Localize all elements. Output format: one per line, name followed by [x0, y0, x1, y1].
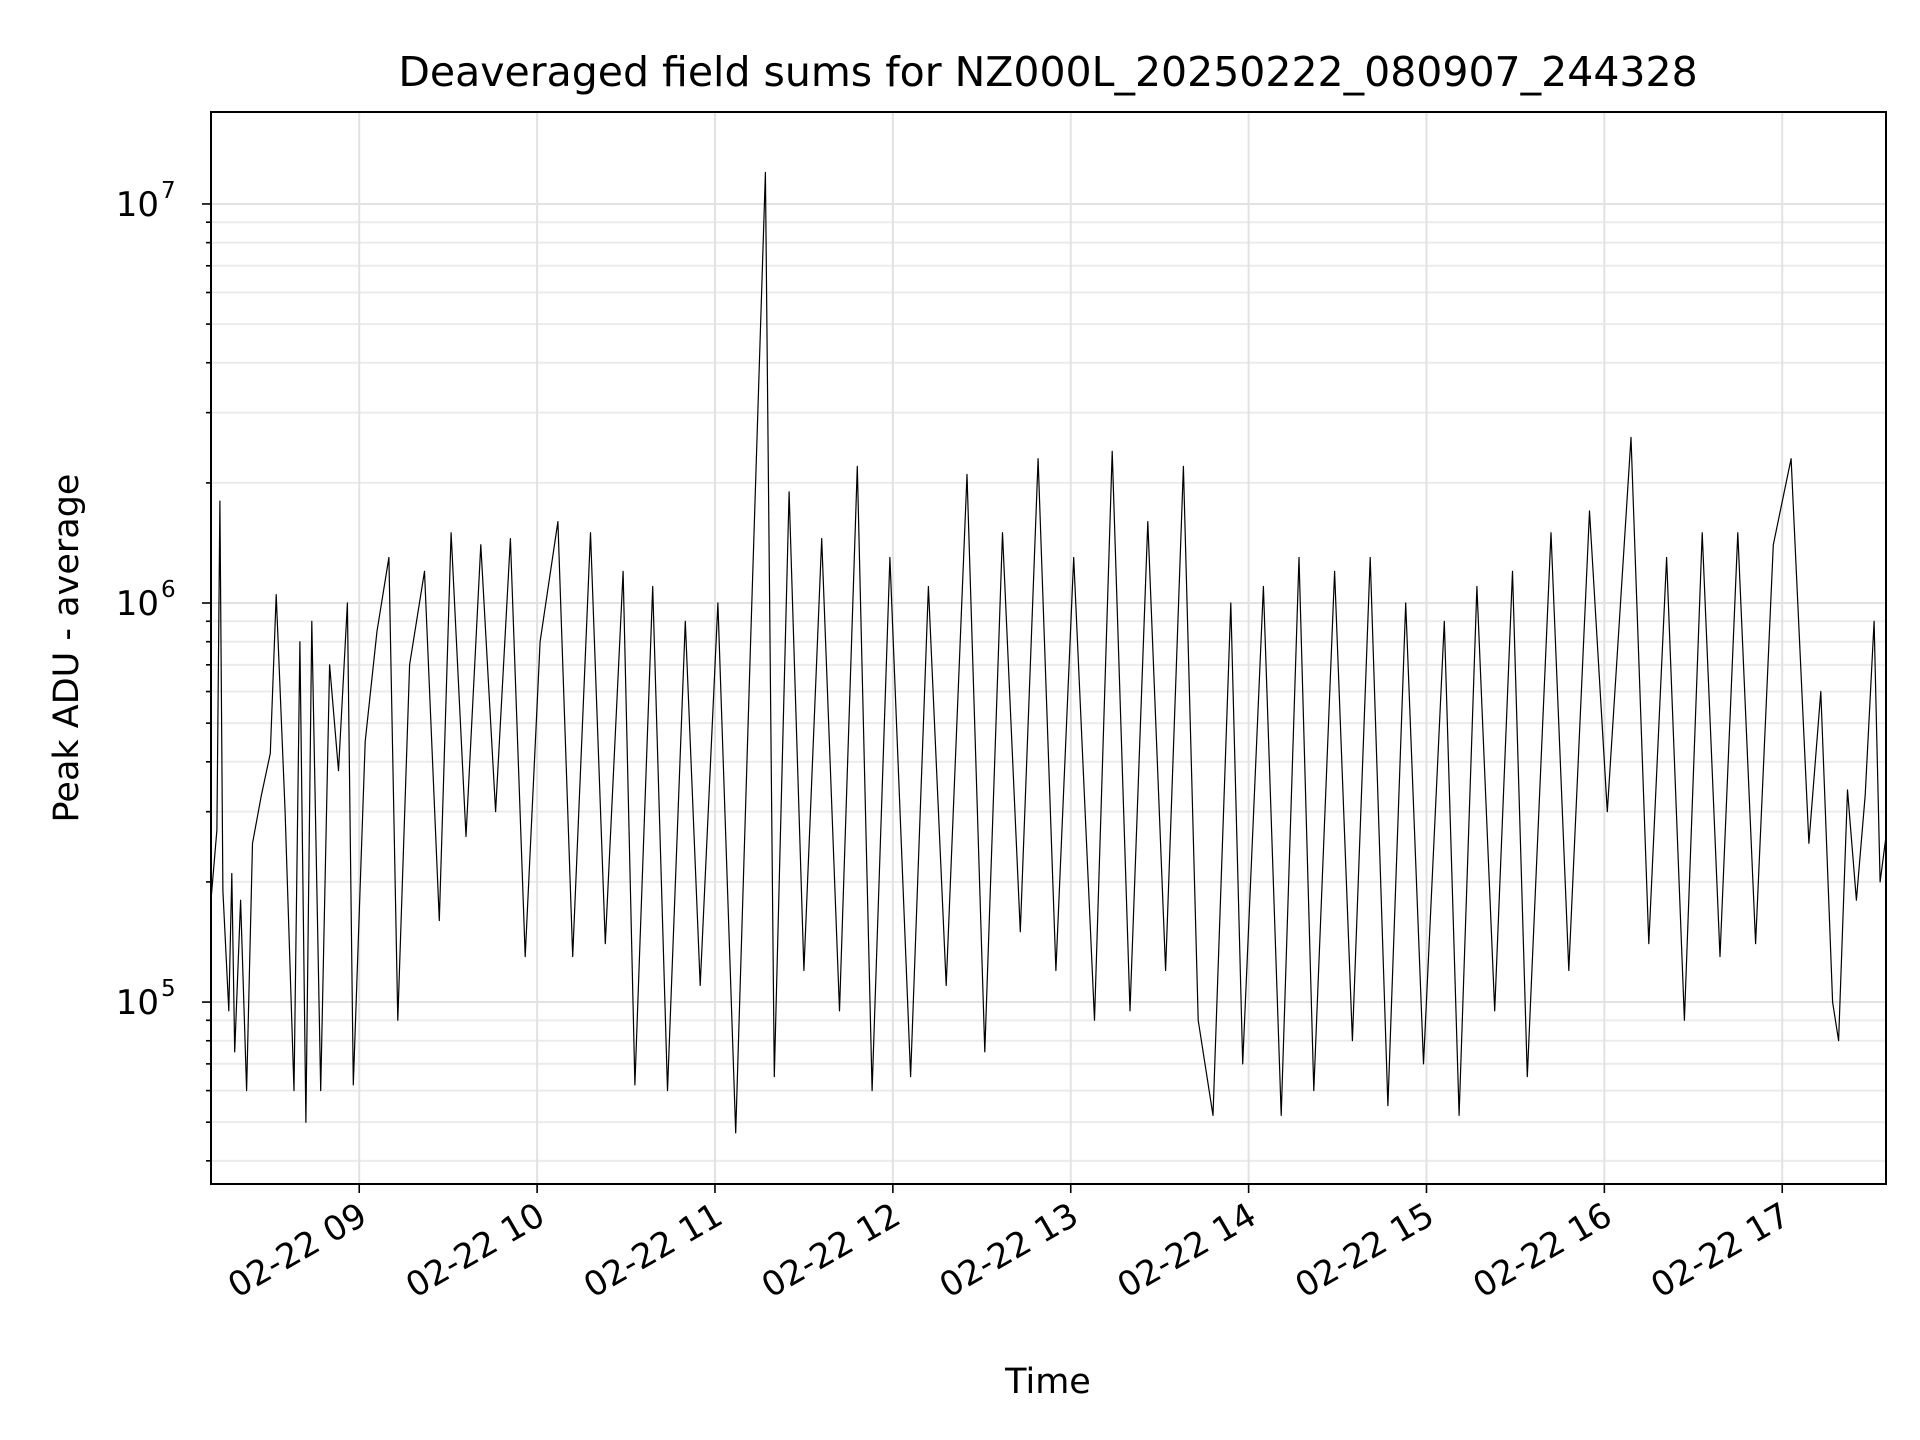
chart-title: Deaveraged field sums for NZ000L_2025022…: [398, 48, 1697, 96]
y-tick-label: 10: [116, 185, 159, 225]
y-tick-exponent: 7: [161, 178, 176, 204]
series-layer: [210, 171, 1887, 1134]
series-line: [210, 171, 1887, 1134]
y-tick-label: 10: [116, 983, 159, 1023]
y-tick-exponent: 6: [161, 577, 176, 603]
y-tick-label: 10: [116, 584, 159, 624]
grid: [211, 112, 1886, 1184]
y-tick-exponent: 5: [161, 976, 176, 1002]
y-axis-label: Peak ADU - average: [47, 474, 87, 823]
plot-area-frame: [210, 111, 1887, 1185]
x-axis-label: Time: [1004, 1362, 1091, 1402]
